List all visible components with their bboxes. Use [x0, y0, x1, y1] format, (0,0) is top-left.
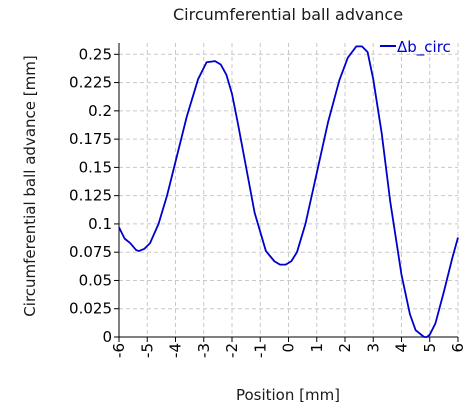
y-tick-label: 0.2 [88, 102, 112, 120]
y-tick-label: 0.15 [79, 158, 112, 176]
x-tick-labels: -6 -5 -4 -3 -2 -1 0 1 2 3 4 5 6 [110, 343, 467, 358]
x-tick-label: 2 [336, 343, 354, 353]
axes [114, 43, 459, 342]
legend: Δb_circ [380, 38, 451, 57]
series-lines [118, 45, 459, 338]
x-tick-label: 0 [280, 343, 298, 353]
x-tick-label: 3 [364, 343, 382, 353]
y-tick-label: 0.25 [79, 45, 112, 63]
y-tick-label: 0.1 [88, 215, 112, 233]
series-line [118, 45, 459, 338]
y-tick-label: 0.05 [79, 271, 112, 289]
x-tick-label: -6 [110, 343, 128, 358]
x-tick-label: 5 [421, 343, 439, 353]
chart-title: Circumferential ball advance [173, 5, 403, 24]
y-tick-label: 0.025 [69, 300, 112, 318]
x-axis-label: Position [mm] [236, 386, 340, 404]
x-tick-label: -1 [251, 343, 269, 358]
x-tick-label: 4 [393, 343, 411, 353]
x-tick-label: -2 [223, 343, 241, 358]
x-tick-label: 6 [449, 343, 467, 353]
legend-label: Δb_circ [397, 38, 451, 57]
y-tick-label: 0.075 [69, 243, 112, 261]
y-tick-labels: 0 0.025 0.05 0.075 0.1 0.125 0.15 0.175 0.2 0.225… [69, 45, 112, 346]
y-tick-label: 0.125 [69, 187, 112, 205]
x-tick-label: -5 [138, 343, 156, 358]
y-tick-label: 0.225 [69, 74, 112, 92]
grid [118, 43, 459, 338]
x-tick-label: -3 [195, 343, 213, 358]
y-tick-label: 0.175 [69, 130, 112, 148]
x-tick-label: 1 [308, 343, 326, 353]
y-axis-label: Circumferential ball advance [mm] [21, 55, 39, 316]
x-tick-label: -4 [167, 343, 185, 358]
y-tick-label: 0 [102, 328, 112, 346]
